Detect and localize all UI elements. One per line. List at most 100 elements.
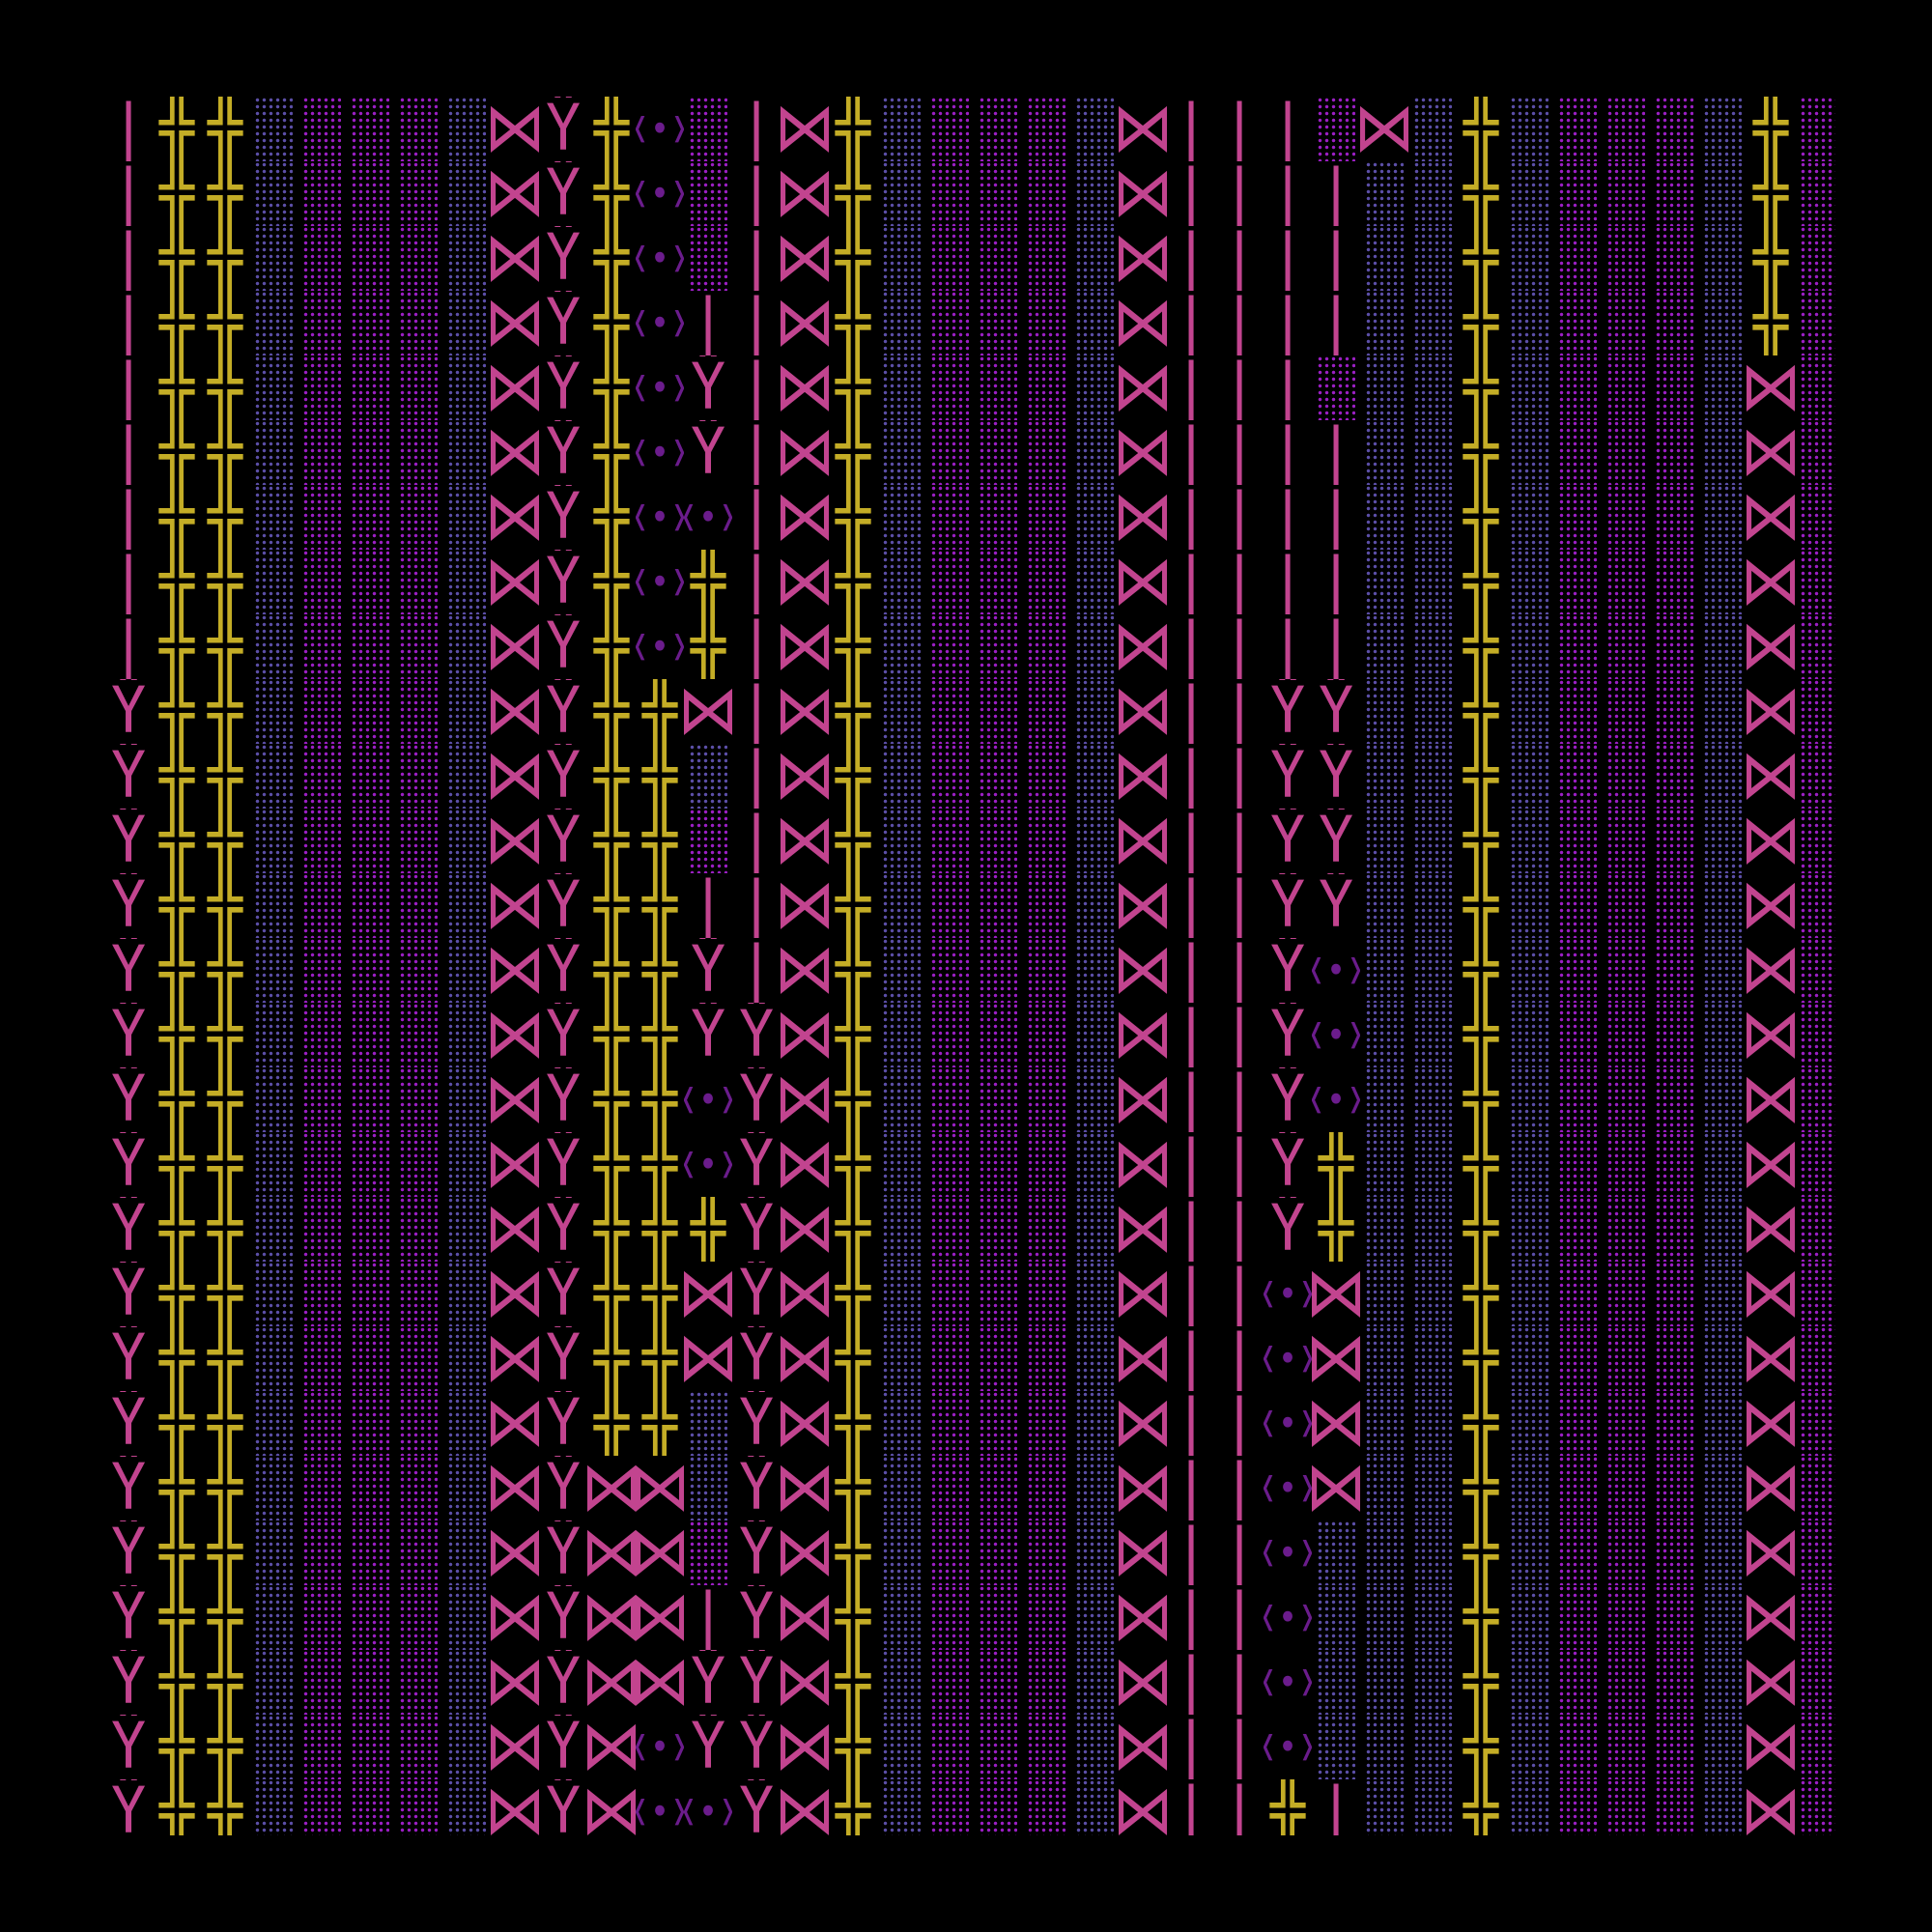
bowtie-glyph: ⋈	[636, 1520, 684, 1585]
blue-dot-texture	[882, 1585, 921, 1650]
double-cross-glyph: ╬	[158, 485, 195, 550]
bowtie-glyph: ⋈	[1747, 1650, 1795, 1715]
double-cross-glyph: ╬	[593, 420, 630, 485]
magenta-dot-texture	[1027, 1003, 1065, 1067]
blue-dot-texture	[1510, 1391, 1548, 1456]
magenta-dot-texture	[302, 614, 341, 679]
magenta-dot-texture	[1606, 1132, 1645, 1197]
blue-dot-texture	[1703, 1262, 1742, 1326]
bowtie-glyph: ⋈	[1747, 1715, 1795, 1779]
bowtie-glyph: ⋈	[1119, 1003, 1167, 1067]
double-cross-glyph: ╬	[641, 809, 678, 873]
blue-dot-texture	[1075, 485, 1114, 550]
bar-glyph: |	[110, 161, 147, 226]
magenta-dot-texture	[1027, 550, 1065, 614]
double-cross-glyph: ╬	[207, 1197, 243, 1262]
dot-bracket-glyph: ❬∙❭	[684, 1789, 732, 1833]
blue-dot-texture	[1703, 226, 1742, 291]
magenta-dot-texture	[399, 1715, 438, 1779]
blue-dot-texture	[1703, 1650, 1742, 1715]
bowtie-glyph: ⋈	[1119, 550, 1167, 614]
double-cross-glyph: ╬	[1269, 1779, 1306, 1835]
bowtie-glyph: ⋈	[636, 1456, 684, 1520]
bar-glyph: |	[1221, 938, 1258, 1003]
blue-dot-texture	[447, 550, 486, 614]
dot-bracket-glyph: ❬∙❭	[636, 1789, 684, 1833]
y-glyph: Ÿ	[110, 1715, 147, 1779]
blue-dot-texture	[1365, 355, 1404, 420]
bar-glyph: |	[110, 614, 147, 679]
magenta-dot-texture	[1027, 1391, 1065, 1456]
magenta-dot-texture	[302, 873, 341, 938]
magenta-dot-texture	[1558, 1779, 1597, 1835]
blue-dot-texture	[1510, 1067, 1548, 1132]
magenta-dot-texture	[351, 1003, 389, 1067]
magenta-dot-texture	[1558, 1715, 1597, 1779]
magenta-dot-texture	[930, 1197, 969, 1262]
magenta-dot-texture	[979, 485, 1017, 550]
dot-bracket-glyph: ❬∙❭	[1312, 948, 1360, 991]
blue-dot-texture	[1075, 291, 1114, 355]
magenta-dot-texture	[1027, 97, 1065, 161]
bowtie-glyph: ⋈	[1119, 809, 1167, 873]
bar-glyph: |	[1221, 1262, 1258, 1326]
magenta-dot-texture	[979, 873, 1017, 938]
magenta-dot-texture	[1558, 1585, 1597, 1650]
blue-dot-texture	[1703, 355, 1742, 420]
bar-glyph: |	[738, 355, 775, 420]
y-glyph: Ÿ	[545, 97, 582, 161]
magenta-dot-texture	[302, 485, 341, 550]
magenta-dot-texture	[1027, 485, 1065, 550]
y-glyph: Ÿ	[110, 744, 147, 809]
magenta-dot-texture	[1800, 938, 1835, 1003]
magenta-dot-texture	[351, 1779, 389, 1835]
double-cross-glyph: ╬	[207, 744, 243, 809]
magenta-dot-texture	[302, 1456, 341, 1520]
bowtie-glyph: ⋈	[684, 679, 732, 744]
blue-dot-texture	[447, 1197, 486, 1262]
bowtie-glyph: ⋈	[491, 420, 539, 485]
double-cross-glyph: ╬	[641, 1003, 678, 1067]
y-glyph: Ÿ	[738, 1003, 775, 1067]
blue-dot-texture	[1365, 420, 1404, 485]
y-glyph: Ÿ	[545, 161, 582, 226]
blue-dot-texture	[1075, 97, 1114, 161]
bowtie-glyph: ⋈	[491, 809, 539, 873]
bowtie-glyph: ⋈	[781, 485, 829, 550]
double-cross-glyph: ╬	[593, 1003, 630, 1067]
blue-dot-texture	[1510, 550, 1548, 614]
magenta-dot-texture	[979, 1067, 1017, 1132]
bowtie-glyph: ⋈	[1119, 1132, 1167, 1197]
magenta-dot-texture	[689, 161, 727, 226]
bowtie-glyph: ⋈	[491, 614, 539, 679]
y-glyph: Ÿ	[545, 938, 582, 1003]
magenta-dot-texture	[1800, 1779, 1835, 1835]
magenta-dot-texture	[302, 420, 341, 485]
blue-dot-texture	[1510, 485, 1548, 550]
magenta-dot-texture	[1558, 291, 1597, 355]
magenta-dot-texture	[1027, 744, 1065, 809]
bowtie-glyph: ⋈	[781, 1715, 829, 1779]
bar-glyph: |	[738, 161, 775, 226]
bar-glyph: |	[1318, 161, 1354, 226]
bowtie-glyph: ⋈	[587, 1715, 636, 1779]
magenta-dot-texture	[1655, 1456, 1693, 1520]
magenta-dot-texture	[1655, 550, 1693, 614]
blue-dot-texture	[689, 1456, 727, 1520]
bowtie-glyph: ⋈	[491, 1520, 539, 1585]
bar-glyph: |	[1221, 873, 1258, 938]
bar-glyph: |	[1173, 679, 1209, 744]
magenta-dot-texture	[930, 1326, 969, 1391]
bowtie-glyph: ⋈	[781, 744, 829, 809]
blue-dot-texture	[882, 1779, 921, 1835]
magenta-dot-texture	[1655, 161, 1693, 226]
blue-dot-texture	[254, 1391, 293, 1456]
magenta-dot-texture	[1800, 1456, 1835, 1520]
magenta-dot-texture	[1655, 1585, 1693, 1650]
bar-glyph: |	[738, 744, 775, 809]
magenta-dot-texture	[1027, 938, 1065, 1003]
magenta-dot-texture	[1800, 679, 1835, 744]
bar-glyph: |	[1173, 1067, 1209, 1132]
y-glyph: Ÿ	[110, 1650, 147, 1715]
double-cross-glyph: ╬	[158, 420, 195, 485]
